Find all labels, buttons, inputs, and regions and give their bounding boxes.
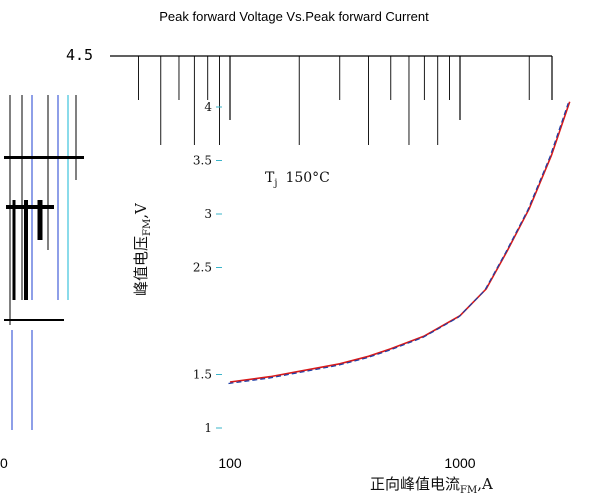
x-tick-labels: 10 100 1000 xyxy=(0,455,476,471)
x-tick-label: 100 xyxy=(218,455,242,471)
y-axis-label: 峰值电压FM,V xyxy=(132,202,153,296)
y-tick-label: 3 xyxy=(204,207,212,221)
chart-title: Peak forward Voltage Vs.Peak forward Cur… xyxy=(159,9,429,24)
x-grid xyxy=(138,56,553,145)
x-tick-label: 10 xyxy=(0,455,8,471)
y-tick-label: 1 xyxy=(204,421,212,435)
series-curve-red xyxy=(229,101,571,383)
x-tick-label: 1000 xyxy=(444,455,475,471)
y-tick-label: 3.5 xyxy=(193,154,212,168)
y-tick-label: 1.5 xyxy=(193,368,212,382)
y-tick-label: 2.5 xyxy=(193,261,212,275)
series-curve-blue xyxy=(228,103,569,385)
temperature-annotation: Tj 150°C xyxy=(265,170,330,189)
scan-artifacts xyxy=(4,95,84,430)
x-axis-label: 正向峰值电流FM,A xyxy=(370,475,493,496)
y-tick-labels: 1 1.5 2.5 3 3.5 4 xyxy=(193,100,222,435)
y-top-label: 4.5 xyxy=(66,46,93,64)
y-tick-label: 4 xyxy=(204,100,212,114)
